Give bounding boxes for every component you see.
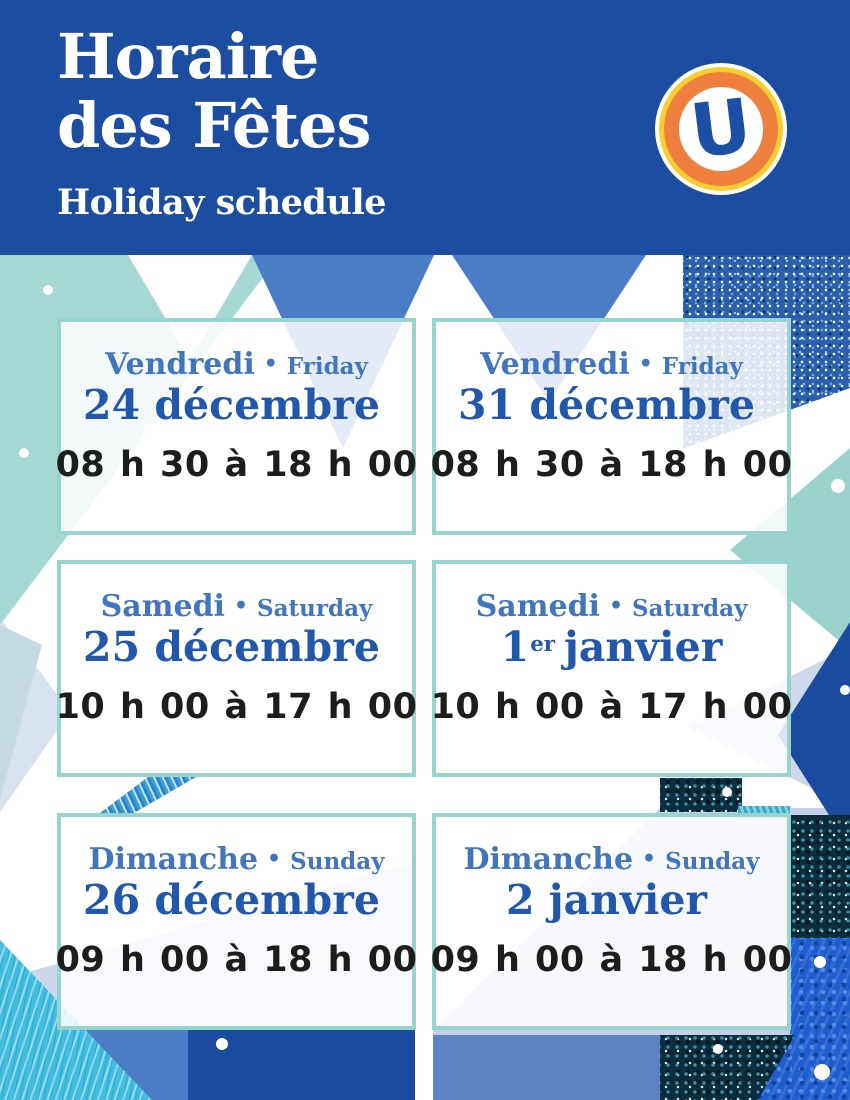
day-line: Vendredi • Friday <box>480 350 743 380</box>
page-title: Horaire des Fêtes <box>57 20 371 163</box>
date-text: 25 décembre <box>83 623 380 671</box>
header-banner: Horaire des Fêtes Holiday schedule U <box>0 0 850 255</box>
day-name-en: Friday <box>286 353 368 380</box>
day-name-fr: Dimanche <box>88 842 259 877</box>
snow-dot <box>722 787 732 797</box>
schedule-card-sunday-dec26: Dimanche • Sunday 26 décembre 09 h 00 à 18… <box>55 813 418 1030</box>
date-line: 26 décembre <box>83 876 390 924</box>
day-line: Samedi • Saturday <box>476 592 748 622</box>
schedule-card-friday-dec24: Vendredi • Friday 24 décembre 08 h 30 à 18… <box>55 318 418 535</box>
opening-hours: 10 h 00 à 17 h 00 <box>55 687 418 727</box>
day-name-fr: Samedi <box>475 589 600 624</box>
day-name-fr: Samedi <box>100 589 225 624</box>
uniprix-logo: U <box>655 63 787 195</box>
snow-dot <box>216 1038 228 1050</box>
day-line: Vendredi • Friday <box>105 350 368 380</box>
bullet-separator: • <box>263 351 278 377</box>
title-line-1: Horaire <box>57 20 319 93</box>
schedule-card-friday-dec31: Vendredi • Friday 31 décembre 08 h 30 à 18… <box>430 318 793 535</box>
bullet-separator: • <box>267 846 282 872</box>
opening-hours: 10 h 00 à 17 h 00 <box>430 687 793 727</box>
schedule-card-sunday-jan2: Dimanche • Sunday 2 janvier 09 h 00 à 18 h… <box>430 813 793 1030</box>
logo-letter: U <box>685 82 757 176</box>
schedule-card-saturday-jan1: Samedi • Saturday 1er janvier 10 h 00 à 17 … <box>430 560 793 777</box>
title-line-2: des Fêtes <box>57 89 371 163</box>
day-line: Samedi • Saturday <box>101 592 373 622</box>
page-subtitle: Holiday schedule <box>57 182 386 223</box>
date-line: 1er janvier <box>500 623 723 671</box>
snow-dot <box>713 1044 723 1054</box>
day-name-en: Friday <box>661 353 743 380</box>
snow-dot <box>814 956 826 968</box>
day-name-en: Saturday <box>257 595 373 622</box>
snow-dot <box>814 1064 830 1080</box>
logo-core: U <box>679 82 763 176</box>
date-line: 24 décembre <box>83 381 390 429</box>
date-text: 31 décembre <box>458 381 755 429</box>
day-line: Dimanche • Sunday <box>88 845 384 875</box>
bullet-separator: • <box>233 593 249 619</box>
snow-dot <box>19 448 29 458</box>
date-rest: janvier <box>564 623 723 671</box>
bullet-separator: • <box>642 846 657 872</box>
date-line: 31 décembre <box>458 381 765 429</box>
date-ordinal: er <box>530 632 555 658</box>
day-name-en: Saturday <box>632 595 748 622</box>
date-text: 24 décembre <box>83 381 380 429</box>
opening-hours: 09 h 00 à 18 h 00 <box>55 940 418 980</box>
snow-dot <box>840 685 850 695</box>
date-text: 26 décembre <box>83 876 380 924</box>
day-name-fr: Vendredi <box>105 347 255 382</box>
opening-hours: 08 h 30 à 18 h 00 <box>55 445 418 485</box>
date-text: 2 janvier <box>505 876 708 924</box>
day-line: Dimanche • Sunday <box>463 845 759 875</box>
date-text: 1 <box>500 623 530 671</box>
day-name-en: Sunday <box>290 848 385 875</box>
snow-dot <box>831 479 845 493</box>
schedule-card-saturday-dec25: Samedi • Saturday 25 décembre 10 h 00 à 17… <box>55 560 418 777</box>
bullet-separator: • <box>638 351 653 377</box>
bullet-separator: • <box>608 593 624 619</box>
snow-dot <box>43 285 53 295</box>
opening-hours: 09 h 00 à 18 h 00 <box>430 940 793 980</box>
day-name-fr: Dimanche <box>463 842 634 877</box>
day-name-fr: Vendredi <box>480 347 630 382</box>
date-line: 25 décembre <box>83 623 390 671</box>
opening-hours: 08 h 30 à 18 h 00 <box>430 445 793 485</box>
day-name-en: Sunday <box>665 848 760 875</box>
date-line: 2 janvier <box>505 876 717 924</box>
